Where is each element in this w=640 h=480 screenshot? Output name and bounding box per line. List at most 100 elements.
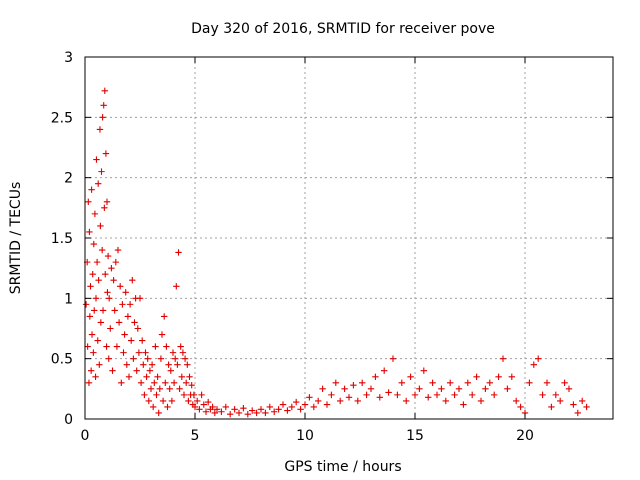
data-point: [332, 379, 339, 386]
data-point: [266, 403, 273, 411]
data-point: [162, 379, 169, 386]
data-point: [158, 331, 166, 338]
y-axis-label: SRMTID / TECUs: [8, 182, 24, 295]
data-point: [394, 391, 401, 399]
data-point: [403, 397, 410, 405]
data-point: [93, 258, 101, 266]
x-tick-label: 20: [516, 428, 534, 444]
data-point: [100, 102, 107, 109]
data-point: [186, 373, 193, 380]
data-point: [359, 379, 366, 386]
x-tick-label: 15: [406, 428, 424, 444]
x-tick-label: 10: [296, 428, 314, 444]
data-point: [156, 385, 163, 393]
data-point: [181, 355, 189, 362]
data-point: [271, 408, 278, 415]
data-point: [109, 367, 116, 374]
x-tick-label: 5: [191, 428, 200, 444]
data-point: [491, 391, 498, 399]
data-point: [583, 403, 590, 411]
data-point: [548, 403, 555, 411]
data-point: [105, 355, 112, 362]
data-point: [113, 343, 121, 350]
data-point: [125, 373, 133, 380]
data-point: [85, 198, 92, 205]
data-point: [200, 401, 207, 408]
data-point: [473, 373, 480, 380]
data-point: [121, 331, 128, 338]
data-point: [91, 210, 99, 218]
data-point: [88, 186, 95, 193]
data-point: [110, 277, 117, 284]
y-tick-label: 1: [64, 291, 73, 307]
data-point: [447, 379, 454, 386]
data-point: [115, 319, 123, 326]
data-point: [97, 319, 105, 326]
data-point: [90, 349, 97, 356]
data-point: [354, 397, 361, 405]
data-point: [87, 283, 94, 290]
data-point: [209, 403, 216, 411]
data-point: [433, 391, 441, 399]
data-point: [165, 361, 172, 368]
data-point: [144, 355, 151, 362]
data-point: [173, 283, 180, 290]
data-point: [407, 373, 414, 380]
data-point: [99, 114, 106, 121]
data-point: [244, 410, 251, 418]
data-point: [147, 385, 155, 393]
data-point: [168, 397, 176, 405]
data-point: [557, 397, 564, 405]
data-point: [222, 403, 229, 411]
data-point: [381, 367, 388, 374]
data-point: [87, 367, 95, 374]
data-point: [345, 394, 353, 401]
data-point: [161, 313, 168, 320]
data-point: [104, 252, 112, 260]
data-point: [92, 295, 100, 302]
data-point: [96, 361, 103, 368]
data-point: [133, 367, 140, 374]
data-point: [114, 246, 122, 254]
y-tick-label: 2: [64, 171, 73, 187]
data-point: [306, 394, 313, 401]
data-point: [89, 271, 96, 278]
data-point: [184, 361, 191, 368]
axis-ticks: 0 5 10 15 20 0 0.5 1 1.5 2 2.5 3: [51, 50, 613, 444]
data-point: [126, 301, 134, 308]
data-point: [469, 391, 476, 399]
data-point: [85, 379, 93, 386]
data-point: [275, 406, 282, 413]
data-point: [112, 258, 119, 266]
data-point: [82, 301, 90, 308]
data-point: [574, 409, 581, 417]
data-point: [579, 397, 586, 405]
data-point: [99, 307, 107, 314]
data-point: [328, 391, 335, 399]
data-point: [543, 379, 551, 386]
data-point: [106, 295, 113, 302]
data-point: [159, 397, 167, 405]
data-point: [164, 403, 171, 411]
data-point: [495, 373, 502, 380]
data-point: [517, 403, 524, 411]
data-point: [460, 401, 467, 408]
data-point: [190, 391, 198, 399]
data-point: [376, 394, 383, 401]
data-point: [134, 325, 141, 332]
data-point: [97, 222, 104, 230]
data-point: [170, 379, 178, 386]
data-point: [411, 391, 419, 399]
data-point: [253, 409, 260, 417]
data-point: [211, 409, 218, 417]
data-point: [240, 404, 247, 412]
data-point: [123, 361, 130, 368]
data-point: [101, 87, 108, 94]
data-point: [416, 385, 423, 393]
data-point: [92, 373, 99, 380]
data-point: [148, 361, 156, 368]
data-point: [103, 343, 110, 350]
data-point: [129, 277, 136, 284]
data-point: [104, 289, 111, 296]
